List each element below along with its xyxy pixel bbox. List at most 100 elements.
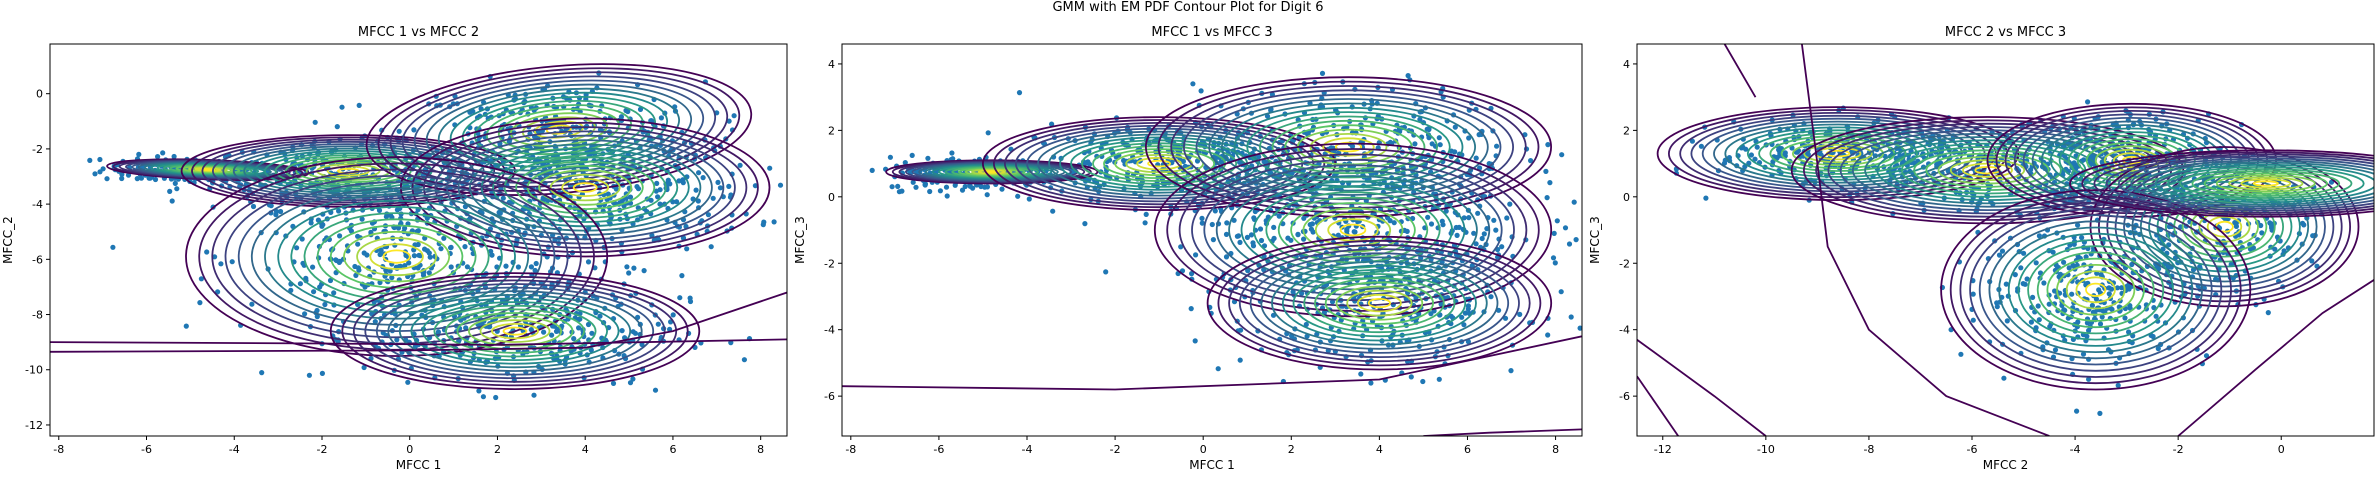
contour-line <box>1978 214 2213 366</box>
scatter-point <box>1970 291 1976 297</box>
contour-line <box>1136 156 1182 171</box>
scatter-point <box>1958 351 1964 357</box>
scatter-point <box>1466 135 1472 141</box>
scatter-point <box>657 201 663 207</box>
contour-line <box>352 279 678 383</box>
scatter-point <box>2233 223 2239 229</box>
scatter-point <box>658 115 665 121</box>
scatter-point <box>464 264 470 270</box>
scatter-point <box>1231 217 1237 223</box>
scatter-point <box>1301 215 1307 221</box>
contour-line <box>503 156 667 219</box>
scatter-point <box>637 106 644 112</box>
scatter-point <box>2090 309 2096 315</box>
scatter-point <box>171 153 177 160</box>
contour-line <box>284 156 412 186</box>
scatter-point <box>406 260 412 266</box>
scatter-point <box>962 183 968 190</box>
scatter-point <box>1295 232 1301 238</box>
scatter-point <box>913 184 919 190</box>
x-tick-label: 0 <box>2278 443 2285 456</box>
contour-line <box>364 283 666 380</box>
scatter-point <box>317 284 323 290</box>
axes-frame <box>1636 43 2375 437</box>
scatter-point <box>356 102 362 108</box>
scatter-point <box>1224 220 1230 226</box>
scatter-point <box>1573 237 1579 243</box>
plot-area <box>1637 44 2374 436</box>
scatter-point <box>278 208 284 215</box>
scatter-point <box>138 175 144 181</box>
scatter-point <box>249 301 255 307</box>
scatter-point <box>999 186 1005 192</box>
scatter-point <box>1387 218 1393 224</box>
x-tick-label: -8 <box>53 443 64 456</box>
scatter-point <box>1143 211 1149 217</box>
scatter-point <box>2259 230 2265 236</box>
scatter-point <box>1103 269 1109 275</box>
scatter-point <box>160 150 166 156</box>
axes-frame <box>841 43 1583 437</box>
x-tick-label: 0 <box>406 443 413 456</box>
scatter-point <box>1288 237 1294 243</box>
x-axis-label: MFCC 2 <box>1983 458 2028 472</box>
scatter-point <box>119 175 125 182</box>
contour-line <box>2215 174 2316 193</box>
scatter-point <box>155 154 161 160</box>
scatter-point <box>1408 374 1414 380</box>
scatter-point <box>2046 301 2052 307</box>
scatter-point <box>1420 378 1426 385</box>
scatter-point <box>500 195 506 201</box>
scatter-point <box>693 187 699 193</box>
scatter-point <box>1499 244 1505 250</box>
scatter-point <box>2033 260 2039 266</box>
scatter-point <box>2024 276 2030 282</box>
scatter-point <box>1550 255 1557 261</box>
scatter-point <box>1494 143 1500 149</box>
contour-line <box>491 322 539 340</box>
contour-line <box>2075 276 2116 304</box>
scatter-point <box>1545 332 1551 338</box>
contour-line <box>1864 136 2111 205</box>
scatter-point <box>387 268 393 274</box>
scatter-point <box>1461 215 1467 221</box>
contour-line <box>2240 178 2292 189</box>
y-tick-label: 0 <box>36 88 43 101</box>
contour-line <box>343 230 451 283</box>
y-tick-label: -2 <box>1619 257 1630 270</box>
scatter-point <box>294 245 300 251</box>
contour-line <box>329 272 701 391</box>
scatter-point <box>626 270 632 276</box>
scatter-point <box>1198 88 1204 94</box>
scatter-point <box>2083 254 2089 260</box>
contour-line <box>2131 170 2318 283</box>
scatter-point <box>952 182 958 188</box>
scatter-point <box>2075 319 2081 325</box>
contour-line <box>2177 279 2374 436</box>
contour-line <box>1259 115 1439 179</box>
scatter-point <box>411 127 417 133</box>
scatter-point <box>680 177 686 183</box>
scatter-point <box>411 253 417 259</box>
contour-line <box>1335 285 1424 321</box>
y-tick-label: -2 <box>824 257 835 270</box>
scatter-point <box>1782 150 1788 156</box>
contour-line <box>398 293 632 369</box>
scatter-point <box>687 298 694 305</box>
scatter-point <box>396 264 402 270</box>
y-axis-label: MFCC_2 <box>1 216 15 264</box>
scatter-point <box>377 251 383 258</box>
scatter-point <box>1456 224 1462 230</box>
scatter-point <box>136 151 142 157</box>
scatter-point <box>676 178 682 184</box>
scatter-point <box>2003 281 2009 287</box>
scatter-point <box>2070 262 2076 268</box>
contour-line <box>1157 80 1540 214</box>
scatter-point <box>1996 252 2003 258</box>
contour-line <box>2027 245 2165 335</box>
scatter-point <box>1459 314 1465 320</box>
scatter-point <box>2127 305 2133 311</box>
scatter-point <box>2061 259 2067 265</box>
scatter-point <box>320 222 326 228</box>
y-tick-label: -6 <box>1619 390 1630 403</box>
